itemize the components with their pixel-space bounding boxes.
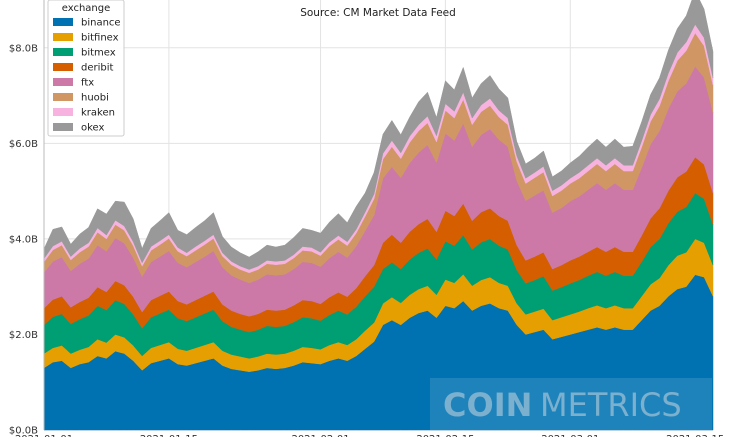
source-annotation: Source: CM Market Data Feed xyxy=(300,7,456,19)
legend-swatch-okex xyxy=(53,123,73,131)
legend-label-bitfinex: bitfinex xyxy=(81,33,119,44)
area-okex xyxy=(43,0,714,270)
legend-label-kraken: kraken xyxy=(81,108,115,119)
watermark-box xyxy=(430,378,712,430)
y-tick-label: $2.0B xyxy=(9,330,38,341)
legend-label-deribit: deribit xyxy=(81,63,114,74)
legend-swatch-bitmex xyxy=(53,48,73,56)
legend-label-okex: okex xyxy=(81,123,105,134)
legend-title: exchange xyxy=(62,3,111,14)
x-tick-label: 2021-02-01 xyxy=(291,434,349,437)
watermark-metrics: METRICS xyxy=(540,386,682,424)
legend-items: binance bitfinex bitmex deribit ftx huobi krak… xyxy=(53,18,121,134)
legend-label-binance: binance xyxy=(81,18,121,29)
y-tick-label: $8.0B xyxy=(9,43,38,54)
x-tick-label: 2021-03-15 xyxy=(666,434,724,437)
area-series-group xyxy=(43,0,714,431)
legend-label-huobi: huobi xyxy=(81,93,109,104)
y-tick-label: $4.0B xyxy=(9,234,38,245)
legend-swatch-huobi xyxy=(53,93,73,101)
legend-label-ftx: ftx xyxy=(81,78,94,89)
y-tick-label: $6.0B xyxy=(9,139,38,150)
y-tick-label: $0.0B xyxy=(9,426,38,437)
axes: $0.0B $2.0B $4.0B $6.0B $8.0B 2021-01-01 2021-… xyxy=(9,0,724,437)
watermark-coin: COIN xyxy=(443,386,532,424)
legend-swatch-bitfinex xyxy=(53,33,73,41)
x-tick-label: 2021-01-01 xyxy=(15,434,73,437)
legend: exchange binance bitfinex bitmex deribit ftx… xyxy=(47,0,125,137)
legend-swatch-binance xyxy=(53,18,73,26)
legend-swatch-deribit xyxy=(53,63,73,71)
x-tick-label: 2021-02-15 xyxy=(416,434,474,437)
legend-swatch-ftx xyxy=(53,78,73,86)
coinmetrics-watermark: COIN METRICS xyxy=(430,378,712,430)
legend-label-bitmex: bitmex xyxy=(81,48,116,59)
x-tick-label: 2021-03-01 xyxy=(541,434,599,437)
x-tick-label: 2021-01-15 xyxy=(140,434,198,437)
legend-swatch-kraken xyxy=(53,108,73,116)
